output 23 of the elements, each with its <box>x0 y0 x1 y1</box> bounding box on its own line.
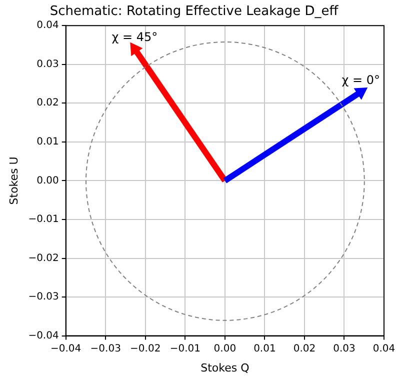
x-tick-label: 0.02 <box>293 343 316 354</box>
x-tick-label: 0.01 <box>254 343 276 354</box>
y-tick-label: 0.01 <box>36 136 59 148</box>
annotation: χ = 45° <box>112 30 158 44</box>
x-tick-label: −0.01 <box>170 343 200 354</box>
chart-title: Schematic: Rotating Effective Leakage D_eff <box>50 4 340 20</box>
x-tick-label: −0.02 <box>130 343 161 354</box>
x-tick-label: 0.04 <box>372 343 396 354</box>
y-tick-label: −0.02 <box>28 252 59 264</box>
y-tick-label: 0.03 <box>36 58 59 70</box>
x-axis-title: Stokes Q <box>200 361 250 374</box>
y-tick-label: 0.04 <box>36 20 59 32</box>
y-tick-label: 0.00 <box>36 175 59 186</box>
x-tick-label: −0.03 <box>90 343 121 354</box>
y-axis-title: Stokes U <box>7 156 20 205</box>
x-tick-label: −0.04 <box>50 343 82 354</box>
y-tick-label: −0.01 <box>28 214 59 226</box>
x-tick-label: 0.03 <box>333 343 356 354</box>
y-tick-label: 0.02 <box>36 98 59 109</box>
y-tick-label: −0.04 <box>28 330 59 342</box>
annotation: χ = 0° <box>342 73 380 88</box>
x-tick-label: 0.00 <box>214 343 236 354</box>
y-tick-label: −0.03 <box>28 292 59 303</box>
